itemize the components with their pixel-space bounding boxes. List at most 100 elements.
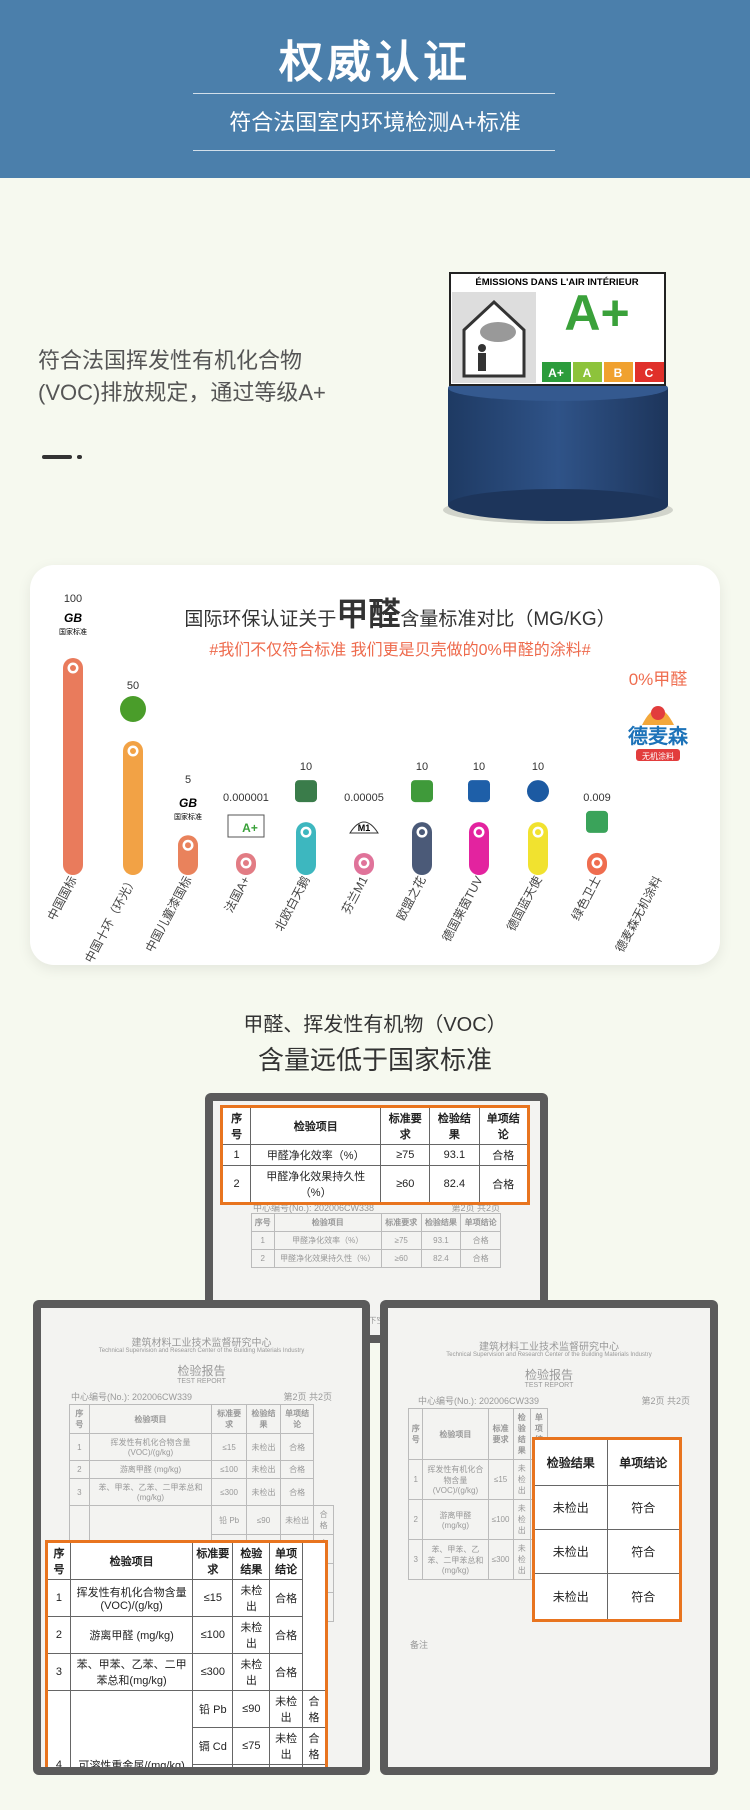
table-cell: 符合 [606, 1528, 681, 1575]
header-subtitle: 符合法国室内环境检测A+标准 [229, 110, 521, 135]
table-cell: 82.4 [429, 1165, 480, 1204]
section-heading: 含量远低于国家标准 [257, 1045, 492, 1075]
bar [528, 822, 548, 875]
chart-card: 国际环保认证关于甲醛含量标准对比（MG/KG） #我们不仅符合标准 我们更是贝壳… [30, 565, 720, 965]
faint-text: 第2页 共2页 [641, 1396, 690, 1406]
table-cell: 未检出 [533, 1484, 608, 1530]
logo [349, 821, 379, 834]
logo-text: GB [179, 796, 197, 810]
table-header: 标准要求 [211, 1404, 247, 1434]
table-cell: 挥发性有机化合物含量(VOC)/(g/kg) [69, 1579, 194, 1617]
table-cell: 符合 [606, 1573, 681, 1621]
table-cell: 合格 [460, 1249, 501, 1268]
table-header: 序号 [251, 1213, 275, 1232]
table-row: 序号检验项目标准要求检验结果单项结论 [46, 1541, 327, 1580]
table-cell: 可溶性重金属/(mg/kg) [69, 1690, 194, 1767]
table-cell: 2 [220, 1165, 252, 1204]
table-header: 单项结论 [269, 1541, 304, 1580]
table-cell: ≤100 [211, 1460, 247, 1479]
a-plus-badge: ÉMISSIONS DANS L'AIR INTÉRIEUR A+ A+ A B… [443, 272, 673, 524]
category-label: 芬兰M1 [339, 874, 371, 917]
table-cell: 2 [407, 1499, 424, 1540]
table-header: 检验结果 [420, 1213, 462, 1232]
faint-text: 检验报告 [524, 1368, 573, 1382]
table-cell: 合格 [280, 1460, 315, 1479]
faint-text: 中心编号(No.): 202006CW339 [418, 1396, 540, 1406]
table-cell: 未检出 [232, 1616, 271, 1654]
faint-text: 建筑材料工业技术监督研究中心 [131, 1338, 272, 1349]
faint-text: 建筑材料工业技术监督研究中心 [479, 1342, 619, 1353]
table-cell: 2 [46, 1616, 71, 1654]
table-cell: ≤100 [487, 1499, 514, 1540]
header: 权威认证 符合法国室内环境检测A+标准 [0, 0, 750, 178]
value-label: 0.009 [583, 792, 611, 804]
logo [227, 814, 265, 838]
value-label: 100 [64, 593, 82, 605]
table-cell: 铅 Pb [211, 1505, 247, 1535]
table-cell: ≤90 [232, 1690, 271, 1728]
table-cell: 合格 [269, 1579, 304, 1617]
logo [120, 696, 146, 723]
faint-text: （以下空白） [352, 1316, 401, 1325]
table-cell: 合格 [302, 1727, 327, 1765]
category-label: 中国十环（环光） [81, 873, 139, 965]
table-header: 序号 [220, 1106, 252, 1145]
table-cell: ≤75 [232, 1727, 271, 1765]
logo-text: M1 [358, 823, 371, 833]
table-cell: 苯、甲苯、乙苯、二甲苯总和(mg/kg) [422, 1539, 489, 1580]
value-label: 10 [416, 761, 428, 773]
table-row: 1 甲醛净化效率（%） ≥75 93.1 合格 [220, 1144, 530, 1166]
table-header: 序号 [407, 1408, 424, 1460]
brand-logo [651, 706, 665, 720]
table-header: 检验结果 [429, 1106, 480, 1145]
table-header: 标准要求 [380, 1106, 431, 1145]
table-header: 标准要求 [380, 1213, 422, 1232]
table-cell: 甲醛净化效率（%） [273, 1231, 382, 1250]
table-cell: 合格 [478, 1144, 530, 1166]
table-cell: 合格 [460, 1231, 501, 1250]
grade: A+ [564, 285, 629, 341]
table-cell: 铬 Cr [192, 1764, 234, 1767]
cloud-icon [480, 322, 516, 342]
bar-dot [303, 829, 309, 836]
logo-text: 国家标准 [59, 627, 87, 636]
value-label: 10 [300, 761, 312, 773]
highlight-table: 检验结果 单项结论 未检出 符合 未检出 符合 未检出 符合 [532, 1437, 682, 1622]
table-row: 未检出 符合 [533, 1484, 681, 1530]
faint-text: TEST REPORT [524, 1382, 574, 1389]
table-cell: 未检出 [232, 1579, 271, 1617]
table-header: 检验结果 [245, 1404, 282, 1434]
table-cell: 未检出 [533, 1573, 608, 1621]
table-cell: ≥60 [380, 1249, 422, 1268]
table-cell: 93.1 [420, 1231, 462, 1250]
brand-name: 德麦森 [628, 724, 689, 748]
highlight-table: 序号 检验项目 标准要求 检验结果 单项结论 1 挥发性有机化合物含量(VOC)/(g/kg… [45, 1540, 328, 1767]
label-heading: ÉMISSIONS DANS L'AIR INTÉRIEUR [475, 277, 638, 288]
table-row: 序号检验项目标准要求检验结果单项结论 [69, 1404, 334, 1434]
faint-text: TEST REPORT [177, 1378, 226, 1385]
faint-text: 中心编号(No.): 202006CW339 [71, 1392, 193, 1402]
divider [193, 150, 555, 151]
table-header: 检验结果 [232, 1541, 271, 1580]
table-header: 单项结论 [280, 1404, 315, 1434]
bar-dot [419, 829, 425, 836]
table-cell: 甲醛净化效率（%） [250, 1144, 382, 1166]
bar [412, 822, 432, 875]
table-header: 序号 [69, 1404, 90, 1434]
logo [295, 780, 317, 803]
category-label: 北欧白天鹅 [271, 873, 312, 933]
table-cell: 符合 [606, 1484, 681, 1530]
table-cell: ≤100 [192, 1616, 234, 1654]
table-header: 标准要求 [192, 1541, 234, 1580]
table-cell: 甲醛净化效果持久性（%） [273, 1249, 382, 1268]
table-header: 单项结论 [460, 1213, 501, 1232]
section-line: 甲醛、挥发性有机物（VOC） [243, 1014, 507, 1036]
faint-text: Technical Supervision and Research Cente… [446, 1352, 652, 1358]
table-cell: 合格 [269, 1616, 304, 1654]
table-cell: 铅 Pb [192, 1690, 234, 1728]
